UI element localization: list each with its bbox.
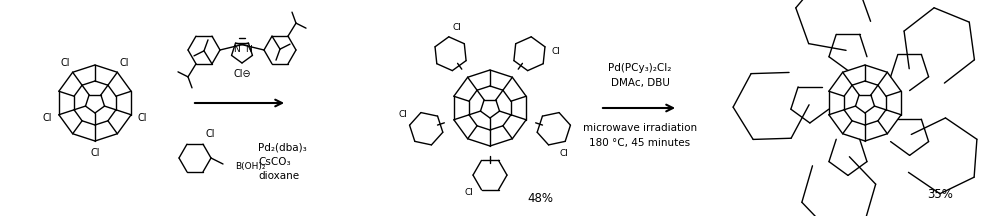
Text: Cl: Cl (399, 110, 408, 119)
Text: N: N (233, 44, 239, 54)
Text: Cl: Cl (552, 47, 561, 56)
Text: DMAc, DBU: DMAc, DBU (611, 78, 669, 88)
Text: N: N (245, 44, 251, 54)
Text: Cl: Cl (90, 148, 100, 158)
Text: Cl: Cl (138, 113, 147, 124)
Text: Cl: Cl (206, 129, 216, 139)
Text: Cl: Cl (559, 149, 568, 158)
Text: 48%: 48% (527, 192, 553, 205)
Text: Cl⊖: Cl⊖ (233, 69, 251, 79)
Text: Pd₂(dba)₃: Pd₂(dba)₃ (258, 143, 307, 153)
Text: microwave irradiation: microwave irradiation (583, 123, 697, 133)
Text: CsCO₃: CsCO₃ (258, 157, 291, 167)
Text: Pd(PCy₃)₂Cl₂: Pd(PCy₃)₂Cl₂ (608, 63, 672, 73)
Text: dioxane: dioxane (258, 171, 299, 181)
Text: B(OH)₂: B(OH)₂ (235, 162, 266, 170)
Text: Cl: Cl (465, 188, 474, 197)
Text: Cl: Cl (453, 23, 462, 32)
Text: 35%: 35% (927, 189, 953, 202)
Text: Cl: Cl (120, 57, 129, 68)
Text: 180 °C, 45 minutes: 180 °C, 45 minutes (589, 138, 691, 148)
Text: Cl: Cl (43, 113, 52, 124)
Text: Cl: Cl (61, 57, 70, 68)
